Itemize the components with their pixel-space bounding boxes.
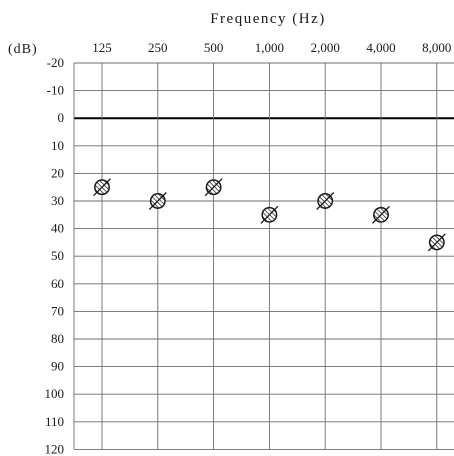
x-axis-ticks: 125 250 500 1,000 2,000 4,000 8,000 bbox=[92, 40, 451, 55]
threshold-marker bbox=[372, 205, 390, 224]
y-tick-label: 100 bbox=[45, 386, 65, 401]
threshold-marker bbox=[204, 178, 223, 197]
x-tick-label: 1,000 bbox=[255, 40, 284, 55]
y-tick-label: 20 bbox=[51, 165, 64, 180]
threshold-marker bbox=[260, 205, 279, 224]
x-tick-label: 250 bbox=[148, 40, 168, 55]
threshold-marker bbox=[316, 192, 335, 210]
data-points bbox=[93, 178, 446, 252]
y-tick-label: 80 bbox=[51, 331, 64, 346]
y-tick-label: 60 bbox=[51, 276, 64, 291]
y-tick-label: -10 bbox=[47, 83, 64, 98]
y-tick-label: 40 bbox=[51, 221, 64, 236]
grid bbox=[73, 62, 454, 450]
y-tick-label: 110 bbox=[45, 414, 64, 429]
y-tick-label: 10 bbox=[51, 138, 64, 153]
y-axis-ticks: -20 -10 0 10 20 30 40 50 60 70 80 90 100 110 120 bbox=[45, 55, 65, 456]
x-tick-label: 4,000 bbox=[366, 40, 395, 55]
x-tick-label: 500 bbox=[204, 40, 224, 55]
y-tick-label: 0 bbox=[58, 110, 65, 125]
y-tick-label: -20 bbox=[47, 55, 64, 70]
y-tick-label: 50 bbox=[51, 248, 64, 263]
threshold-marker bbox=[93, 178, 111, 197]
chart-title: Frequency (Hz) bbox=[210, 11, 326, 27]
threshold-marker bbox=[148, 192, 167, 210]
y-tick-label: 30 bbox=[51, 193, 64, 208]
threshold-marker bbox=[427, 233, 446, 252]
y-tick-label: 90 bbox=[51, 359, 64, 374]
x-tick-label: 125 bbox=[92, 40, 112, 55]
y-tick-label: 120 bbox=[45, 441, 65, 456]
y-tick-label: 70 bbox=[51, 303, 64, 318]
x-tick-label: 2,000 bbox=[311, 40, 340, 55]
y-axis-unit-label: (dB) bbox=[8, 42, 38, 57]
x-tick-label: 8,000 bbox=[422, 40, 451, 55]
